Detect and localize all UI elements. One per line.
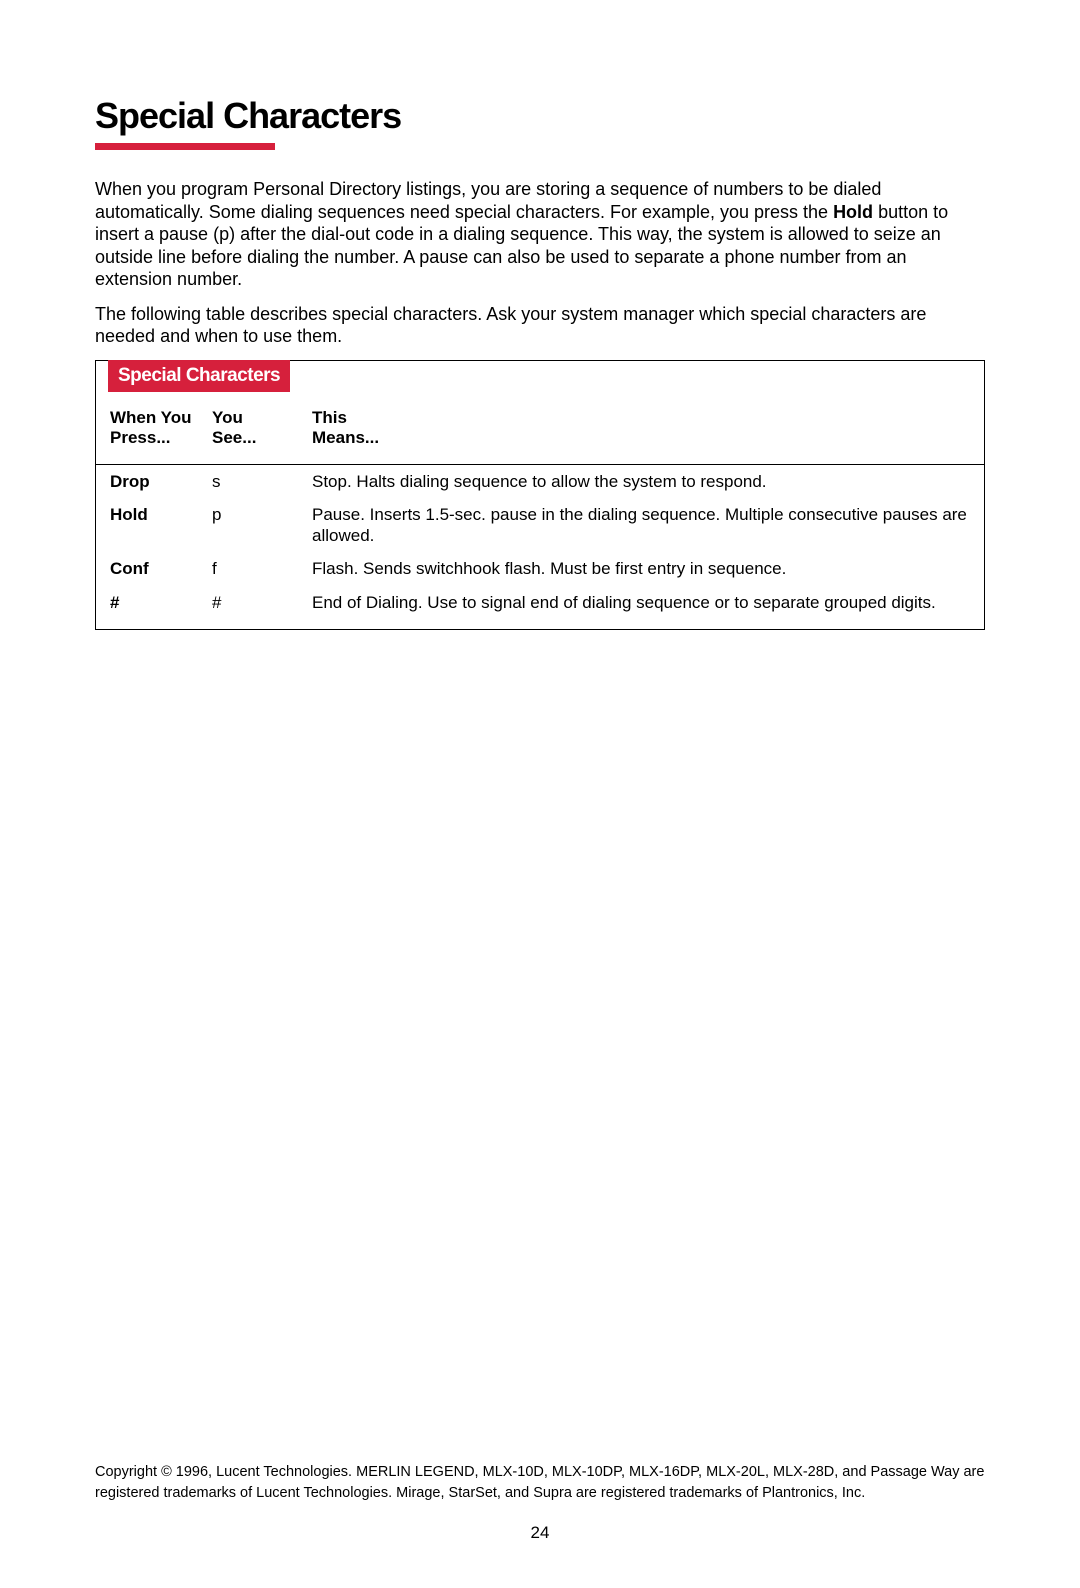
title-underline: [95, 143, 275, 150]
cell-press: #: [96, 586, 206, 629]
intro-p1-bold: Hold: [833, 202, 873, 222]
intro-paragraph-2: The following table describes special ch…: [95, 303, 985, 348]
table-row: Conf f Flash. Sends switchhook flash. Mu…: [96, 552, 984, 585]
table-header-see: You See...: [206, 392, 306, 452]
cell-means: Flash. Sends switchhook flash. Must be f…: [306, 552, 984, 585]
cell-press: Drop: [96, 464, 206, 498]
cell-press: Hold: [96, 498, 206, 553]
hdr-press-l1: When You: [110, 408, 200, 428]
cell-press: Conf: [96, 552, 206, 585]
hdr-see-l1: You: [212, 408, 300, 428]
cell-means: Pause. Inserts 1.5-sec. pause in the dia…: [306, 498, 984, 553]
cell-means: End of Dialing. Use to signal end of dia…: [306, 586, 984, 629]
table-header-means: This Means...: [306, 392, 984, 452]
special-characters-table-box: Special Characters When You Press... You…: [95, 360, 985, 630]
intro-p1-text-a: When you program Personal Directory list…: [95, 179, 881, 222]
table-row: Hold p Pause. Inserts 1.5-sec. pause in …: [96, 498, 984, 553]
cell-see: f: [206, 552, 306, 585]
special-characters-table: When You Press... You See... This Means.…: [96, 392, 984, 629]
cell-see: s: [206, 464, 306, 498]
cell-means: Stop. Halts dialing sequence to allow th…: [306, 464, 984, 498]
cell-see: p: [206, 498, 306, 553]
hdr-see-l2: See...: [212, 428, 300, 448]
intro-paragraph-1: When you program Personal Directory list…: [95, 178, 985, 291]
table-header-rule: [96, 452, 984, 465]
table-title-tab: Special Characters: [108, 360, 290, 392]
hdr-press-l2: Press...: [110, 428, 200, 448]
hdr-means-l2: Means...: [312, 428, 978, 448]
page-number: 24: [0, 1523, 1080, 1543]
table-header-row: When You Press... You See... This Means.…: [96, 392, 984, 452]
page-title: Special Characters: [95, 95, 985, 137]
table-row: Drop s Stop. Halts dialing sequence to a…: [96, 464, 984, 498]
cell-see: #: [206, 586, 306, 629]
copyright-footer: Copyright © 1996, Lucent Technologies. M…: [95, 1462, 985, 1503]
table-row: # # End of Dialing. Use to signal end of…: [96, 586, 984, 629]
page-content: Special Characters When you program Pers…: [0, 0, 1080, 630]
hdr-means-l1: This: [312, 408, 978, 428]
table-header-press: When You Press...: [96, 392, 206, 452]
